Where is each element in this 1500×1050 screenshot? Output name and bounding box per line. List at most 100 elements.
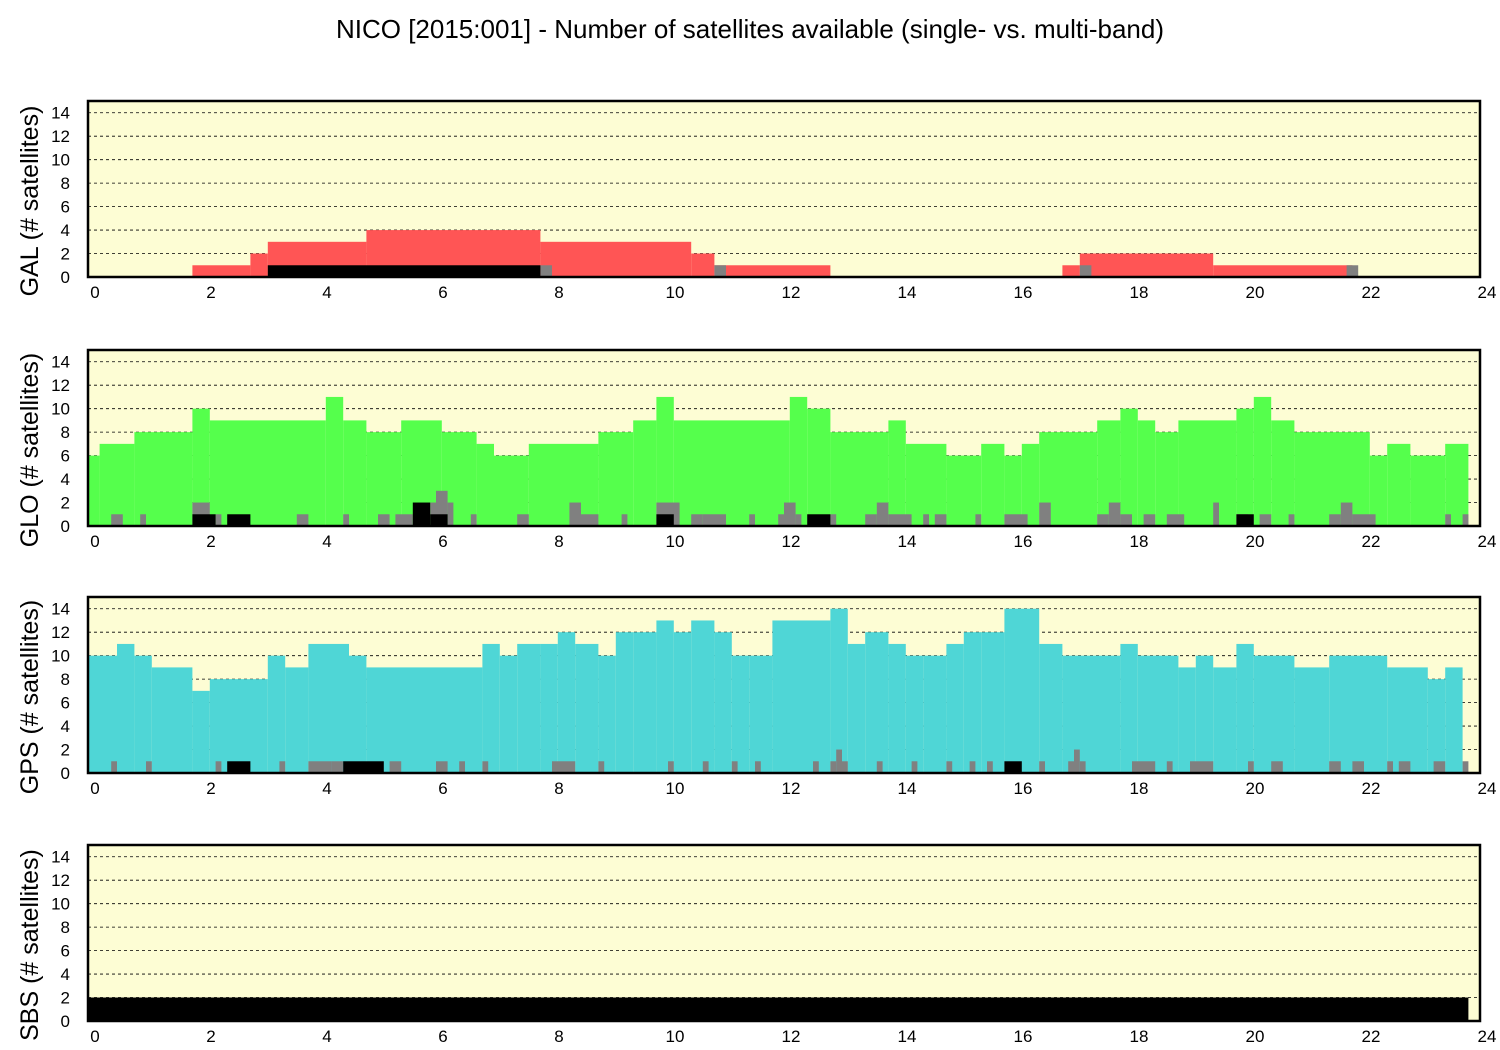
data-bar [192,265,251,277]
data-bar [1039,502,1051,526]
data-bar [1271,420,1295,526]
data-bar [1195,655,1214,773]
data-bar [888,420,906,526]
data-bar [1143,514,1156,526]
y-tick-label: 0 [61,268,70,287]
y-tick-label: 8 [61,423,70,442]
data-bar [1445,443,1469,526]
series-1 [540,265,1359,277]
data-bar [1079,761,1086,773]
x-tick-label: 12 [782,283,801,302]
data-bar [633,632,657,773]
y-tick-label: 4 [61,717,70,736]
data-bar [296,514,309,526]
data-bar [789,396,808,526]
data-bar [784,502,796,526]
x-tick-label: 0 [90,532,99,551]
data-bar [598,432,634,526]
data-bar [192,690,210,773]
data-bar [227,761,251,773]
data-bar [1253,655,1295,773]
x-tick-label: 8 [554,1027,563,1046]
data-bar [1387,667,1428,773]
data-bar [621,514,628,526]
series-1 [111,749,1469,773]
data-bar [1039,761,1045,773]
data-bar [1079,253,1214,277]
data-bar [267,265,541,277]
data-bar [807,408,831,526]
data-bar [1462,761,1469,773]
data-bar [714,265,831,277]
y-tick-label: 12 [51,376,70,395]
data-bar [1213,667,1237,773]
data-bar [598,761,605,773]
data-bar [1039,643,1063,773]
data-bar [975,514,982,526]
data-bar [1062,265,1080,277]
x-tick-label: 0 [90,1027,99,1046]
data-bar [795,514,802,526]
x-tick-label: 10 [666,1027,685,1046]
data-bar [1294,432,1370,526]
data-bar [946,761,953,773]
plot-background [88,845,1480,1021]
data-bar [1236,408,1254,526]
data-bar [517,643,541,773]
x-tick-label: 24 [1478,1027,1497,1046]
data-bar [436,761,448,773]
y-tick-label: 10 [51,895,70,914]
data-bar [540,241,692,277]
data-bar [888,643,906,773]
y-tick-label: 6 [61,198,70,217]
data-bar [888,514,912,526]
x-tick-label: 12 [782,1027,801,1046]
data-bar [911,761,918,773]
data-bar [1213,265,1353,277]
series-0 [88,608,1463,773]
data-bar [557,632,576,773]
data-bar [581,514,599,526]
data-bar [923,514,929,526]
data-bar [151,667,193,773]
x-tick-label: 12 [782,779,801,798]
data-bar [946,643,964,773]
x-tick-label: 22 [1362,283,1381,302]
data-bar [1137,655,1179,773]
data-bar [412,502,431,526]
data-bar [865,632,889,773]
data-bar [615,632,634,773]
data-bar [482,761,489,773]
data-bar [540,643,558,773]
data-bar [209,679,268,773]
data-bar [1427,679,1446,773]
data-bar [668,761,674,773]
y-tick-label: 6 [61,942,70,961]
data-bar [702,514,726,526]
x-tick-label: 14 [898,283,917,302]
y-axis-label: SBS (# satellites) [16,849,44,1041]
data-bar [1410,455,1446,526]
data-bar [702,761,709,773]
series-2 [227,761,1022,773]
data-bar [714,632,732,773]
data-bar [308,643,349,773]
data-bar [673,632,692,773]
x-tick-label: 16 [1014,1027,1033,1046]
data-bar [1155,432,1179,526]
data-bar [192,514,216,526]
x-tick-label: 22 [1362,779,1381,798]
data-bar [1329,655,1388,773]
data-bar [134,432,193,526]
data-bar [1248,761,1254,773]
data-bar [343,761,384,773]
y-tick-label: 2 [61,245,70,264]
data-bar [1120,408,1138,526]
y-tick-label: 8 [61,918,70,937]
data-bar [146,761,152,773]
data-bar [215,514,222,526]
x-tick-label: 24 [1478,532,1497,551]
data-bar [1062,655,1121,773]
